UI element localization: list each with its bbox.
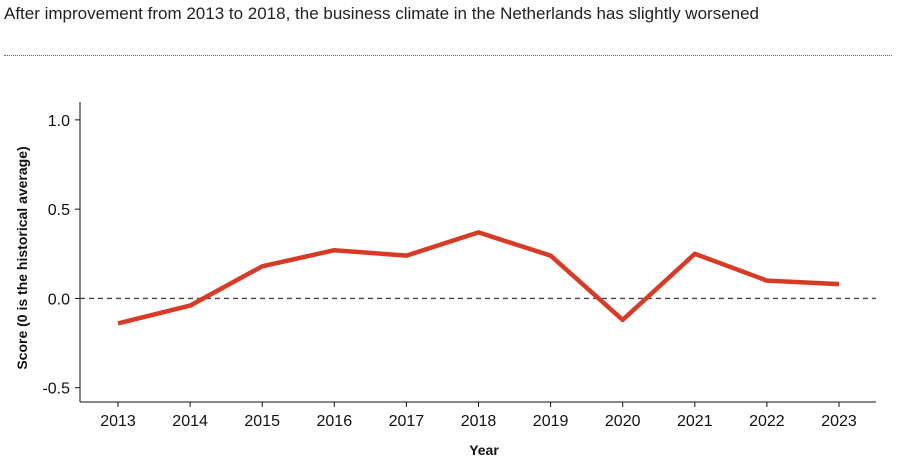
x-tick-label: 2022 [749,413,785,430]
x-axis-title: Year [469,442,499,458]
x-tick-label: 2014 [172,413,208,430]
y-axis-title: Score (0 is the historical average) [14,146,30,369]
x-tick-label: 2020 [605,413,641,430]
y-tick-label: 0.0 [48,291,70,308]
y-tick-label: 1.0 [48,113,70,130]
x-tick-label: 2017 [389,413,425,430]
x-tick-label: 2021 [677,413,713,430]
y-tick-label: -0.5 [42,381,70,398]
y-tick-label: 0.5 [48,202,70,219]
title-divider [4,55,892,56]
y-axis: -0.5 0.0 0.5 1.0 [42,102,81,402]
x-tick-label: 2019 [533,413,569,430]
x-tick-label: 2013 [100,413,136,430]
x-tick-label: 2015 [244,413,280,430]
series-line [117,230,840,326]
x-tick-label: 2016 [317,413,353,430]
chart-heading: After improvement from 2013 to 2018, the… [4,4,760,23]
x-axis: 2013 2014 2015 2016 2017 2018 2019 2020 2021 2022… [80,401,876,430]
x-tick-label: 2018 [461,413,497,430]
series-group [117,230,840,326]
x-tick-label: 2023 [821,413,857,430]
